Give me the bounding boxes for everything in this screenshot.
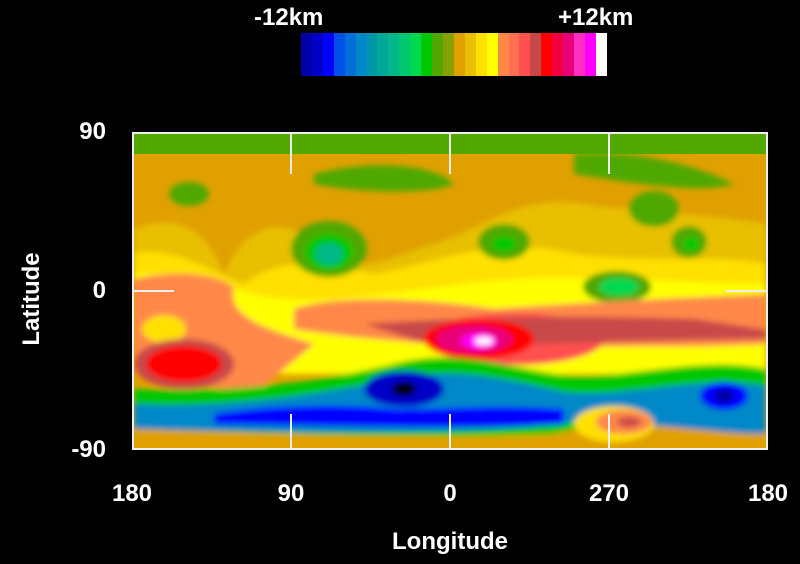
colorbar-segment (508, 33, 520, 76)
x-axis-label: Longitude (392, 528, 508, 555)
colorbar-segment (574, 33, 585, 76)
colorbar-segment (464, 33, 476, 76)
colorbar-segment (311, 33, 323, 76)
x-tick-270: 270 (588, 480, 630, 507)
colorbar-segment (486, 33, 498, 76)
colorbar-max-label: +12km (558, 4, 634, 31)
colorbar-segment (552, 33, 564, 76)
colorbar-segment (366, 33, 378, 76)
colorbar-segment (584, 33, 596, 76)
y-axis-label: Latitude (18, 252, 45, 346)
colorbar-segment (541, 33, 553, 76)
colorbar-segment (519, 33, 531, 76)
colorbar-segment (475, 33, 487, 76)
colorbar (301, 33, 607, 76)
heatmap-graphic (134, 134, 766, 448)
x-tick-180-right: 180 (747, 480, 789, 507)
colorbar-segment (595, 33, 607, 76)
colorbar-min-label: -12km (254, 4, 324, 31)
colorbar-segment (333, 33, 345, 76)
colorbar-segment (399, 33, 411, 76)
colorbar-segment (497, 33, 509, 76)
x-tick-180-left: 180 (111, 480, 153, 507)
colorbar-segment (410, 33, 422, 76)
topography-map (132, 132, 768, 450)
x-tick-0: 0 (443, 480, 457, 507)
colorbar-segment (530, 33, 542, 76)
colorbar-segment (442, 33, 454, 76)
colorbar-segment (344, 33, 356, 76)
y-tick-minus-90: -90 (71, 436, 106, 463)
colorbar-segment (563, 33, 575, 76)
colorbar-segment (453, 33, 465, 76)
y-tick-0: 0 (92, 277, 106, 304)
colorbar-segment (301, 33, 312, 76)
x-tick-90: 90 (277, 480, 305, 507)
colorbar-segment (355, 33, 367, 76)
y-tick-90: 90 (79, 118, 106, 145)
colorbar-segment (322, 33, 334, 76)
colorbar-segment (388, 33, 400, 76)
colorbar-segment (377, 33, 389, 76)
colorbar-segment (421, 33, 433, 76)
colorbar-segment (432, 33, 443, 76)
